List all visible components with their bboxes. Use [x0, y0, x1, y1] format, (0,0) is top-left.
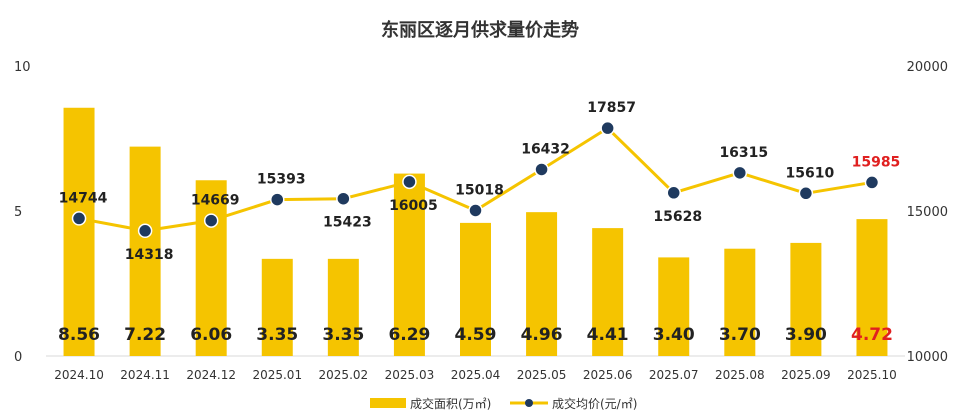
bar — [63, 107, 95, 356]
price-point — [336, 191, 351, 206]
x-tick-label: 2025.02 — [319, 368, 369, 382]
bar — [129, 146, 161, 356]
price-value-label: 15423 — [323, 215, 372, 231]
price-point — [864, 175, 880, 190]
bar — [460, 222, 491, 356]
price-value-label: 15393 — [257, 172, 306, 188]
x-tick-label: 2024.10 — [54, 368, 104, 382]
price-point — [402, 174, 417, 190]
price-value-label: 15610 — [786, 165, 835, 181]
bar-value-label: 8.56 — [58, 325, 100, 345]
x-tick-label: 2025.04 — [451, 368, 501, 382]
price-point — [71, 211, 87, 226]
legend-bar-label: 成交面积(万㎡) — [410, 396, 491, 411]
bar-value-label: 4.72 — [851, 325, 893, 345]
price-point — [270, 192, 285, 207]
bar-value-label: 3.35 — [322, 325, 364, 345]
bars-layer — [63, 107, 888, 356]
price-value-label: 15628 — [653, 209, 702, 225]
price-point — [666, 185, 681, 201]
bar-value-label: 3.90 — [785, 325, 827, 345]
line-layer — [71, 120, 880, 239]
price-value-label: 16432 — [521, 141, 570, 157]
bar — [526, 212, 558, 356]
bar — [856, 219, 888, 356]
price-value-label: 16315 — [719, 145, 768, 161]
price-value-label: 14669 — [191, 193, 240, 209]
x-tick-label: 2025.03 — [385, 368, 435, 382]
bar — [195, 180, 227, 356]
x-tick-label: 2025.08 — [715, 368, 765, 382]
bar-value-label: 7.22 — [124, 325, 166, 345]
x-tick-label: 2025.10 — [847, 368, 897, 382]
legend-line-marker — [525, 399, 533, 407]
price-value-label: 16005 — [389, 198, 438, 214]
bar-value-label: 3.40 — [653, 325, 695, 345]
y-left-tick-label: 10 — [14, 60, 31, 75]
x-tick-label: 2024.11 — [120, 368, 170, 382]
x-tick-label: 2024.12 — [186, 368, 236, 382]
x-tick-label: 2025.06 — [583, 368, 633, 382]
price-point — [798, 186, 814, 201]
bar-value-label: 4.41 — [587, 325, 629, 345]
bar-value-label: 6.06 — [190, 325, 232, 345]
bar — [658, 257, 690, 356]
bar-value-label: 4.96 — [521, 325, 563, 345]
price-point — [732, 165, 748, 181]
bar — [261, 258, 293, 356]
legend-bar-swatch — [370, 398, 406, 408]
price-value-label: 15018 — [455, 182, 504, 198]
y-left-tick-label: 0 — [14, 350, 22, 365]
y-right-tick-label: 10000 — [907, 350, 948, 365]
bar-value-label: 3.70 — [719, 325, 761, 345]
price-point — [203, 213, 219, 228]
labels-layer: 8.56 7.22 6.06 3.35 3.35 6.29 4.59 4.96 4.41 3.40… — [58, 100, 900, 345]
y-right-tick-label: 20000 — [907, 60, 948, 75]
y-left-tick-label: 5 — [14, 205, 22, 220]
price-point — [534, 162, 549, 177]
price-value-label: 14744 — [59, 190, 108, 206]
price-point — [137, 223, 153, 239]
x-tick-label: 2025.01 — [252, 368, 302, 382]
bar — [327, 258, 359, 356]
x-tick-label: 2025.09 — [781, 368, 831, 382]
price-value-label: 15985 — [852, 154, 901, 170]
x-tick-label: 2025.07 — [649, 368, 699, 382]
legend-line-label: 成交均价(元/㎡) — [552, 396, 637, 411]
bar — [393, 173, 425, 356]
bar — [790, 242, 822, 356]
x-tick-label: 2025.05 — [517, 368, 567, 382]
bar — [592, 228, 624, 356]
y-right-tick-label: 15000 — [907, 205, 948, 220]
legend: 成交面积(万㎡) 成交均价(元/㎡) — [370, 396, 637, 411]
price-point — [600, 120, 615, 136]
price-point — [468, 203, 483, 218]
price-value-label: 14318 — [125, 247, 174, 263]
axes-layer: 0 5 10 10000 15000 20000 2024.10 2024.11 2024.12… — [14, 60, 948, 382]
bar-value-label: 4.59 — [455, 325, 497, 345]
bar — [724, 248, 756, 356]
bar-value-label: 6.29 — [388, 325, 430, 345]
bar-value-label: 3.35 — [256, 325, 298, 345]
chart-title: 东丽区逐月供求量价走势 — [381, 19, 579, 41]
price-value-label: 17857 — [587, 100, 636, 116]
